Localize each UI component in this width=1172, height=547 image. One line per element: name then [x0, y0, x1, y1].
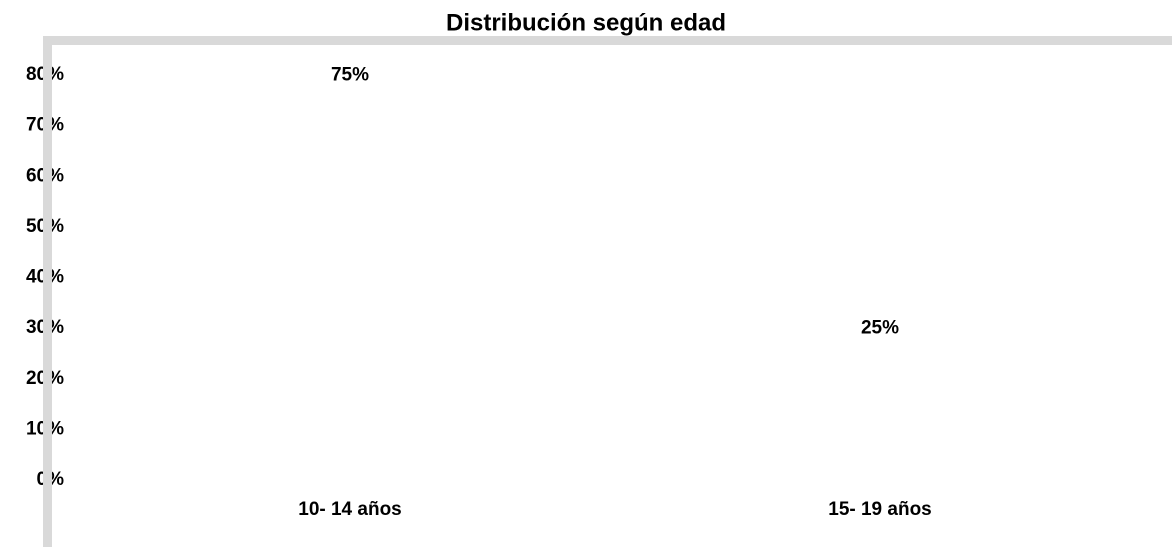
frame-left	[43, 36, 52, 547]
frame	[43, 36, 1172, 547]
bar	[730, 353, 1030, 480]
plot: 0%10%20%30%40%50%60%70%80%10- 14 años75%…	[26, 64, 1030, 520]
bar	[200, 100, 500, 480]
chart-title: Distribución según edad	[446, 9, 726, 36]
x-tick-label: 10- 14 años	[298, 499, 402, 520]
data-label: 25%	[861, 317, 899, 338]
frame-top	[43, 36, 1172, 45]
data-label: 75%	[331, 64, 369, 85]
x-tick-label: 15- 19 años	[828, 499, 932, 520]
